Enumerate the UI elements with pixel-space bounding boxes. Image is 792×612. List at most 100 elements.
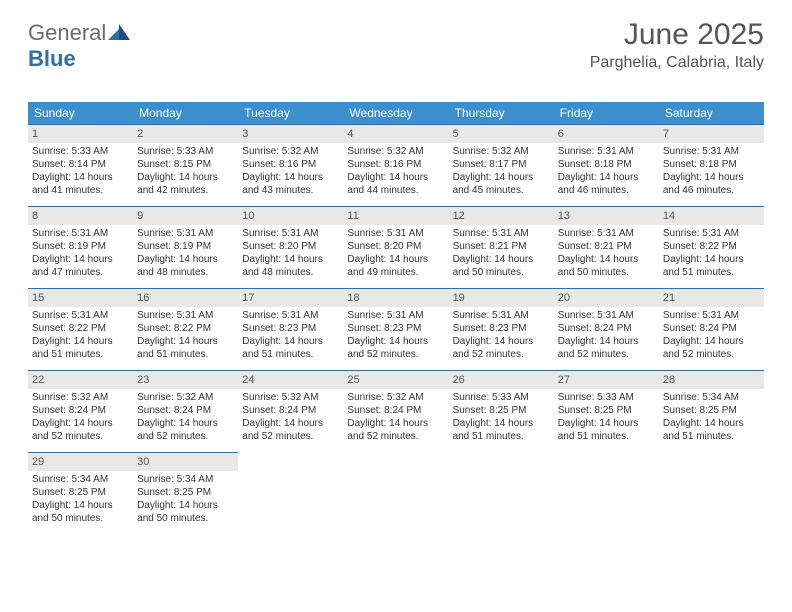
brand-word-2: Blue <box>28 46 76 71</box>
sunrise-text: Sunrise: 5:31 AM <box>137 227 234 240</box>
daylight-text: and 41 minutes. <box>32 184 129 197</box>
sunset-text: Sunset: 8:24 PM <box>137 404 234 417</box>
calendar-cell: 21Sunrise: 5:31 AMSunset: 8:24 PMDayligh… <box>659 289 764 371</box>
daylight-text: and 51 minutes. <box>558 430 655 443</box>
sunrise-text: Sunrise: 5:32 AM <box>32 391 129 404</box>
sunrise-text: Sunrise: 5:31 AM <box>32 309 129 322</box>
sunrise-text: Sunrise: 5:33 AM <box>558 391 655 404</box>
day-number: 9 <box>133 207 238 225</box>
daylight-text: and 52 minutes. <box>453 348 550 361</box>
month-title: June 2025 <box>590 18 764 52</box>
day-number: 3 <box>238 125 343 143</box>
day-number: 28 <box>659 371 764 389</box>
daylight-text: Daylight: 14 hours <box>32 417 129 430</box>
daylight-text: Daylight: 14 hours <box>663 335 760 348</box>
sunset-text: Sunset: 8:25 PM <box>32 486 129 499</box>
sunset-text: Sunset: 8:23 PM <box>453 322 550 335</box>
daylight-text: and 43 minutes. <box>242 184 339 197</box>
calendar-head: Sunday Monday Tuesday Wednesday Thursday… <box>28 102 764 125</box>
calendar-cell: 25Sunrise: 5:32 AMSunset: 8:24 PMDayligh… <box>343 371 448 453</box>
sunset-text: Sunset: 8:24 PM <box>558 322 655 335</box>
daylight-text: and 51 minutes. <box>663 430 760 443</box>
sunrise-text: Sunrise: 5:34 AM <box>32 473 129 486</box>
calendar-cell: 2Sunrise: 5:33 AMSunset: 8:15 PMDaylight… <box>133 125 238 207</box>
calendar-cell: 9Sunrise: 5:31 AMSunset: 8:19 PMDaylight… <box>133 207 238 289</box>
daylight-text: Daylight: 14 hours <box>663 417 760 430</box>
calendar-cell: 28 Sunrise: 5:34 AMSunset: 8:25 PMDayligh… <box>659 371 764 453</box>
daylight-text: Daylight: 14 hours <box>137 171 234 184</box>
daylight-text: Daylight: 14 hours <box>347 417 444 430</box>
sunset-text: Sunset: 8:22 PM <box>32 322 129 335</box>
daylight-text: Daylight: 14 hours <box>32 253 129 266</box>
sunrise-text: Sunrise: 5:34 AM <box>663 391 760 404</box>
sunset-text: Sunset: 8:25 PM <box>663 404 760 417</box>
calendar-cell: 17Sunrise: 5:31 AMSunset: 8:23 PMDayligh… <box>238 289 343 371</box>
sunset-text: Sunset: 8:17 PM <box>453 158 550 171</box>
calendar-cell: 5Sunrise: 5:32 AMSunset: 8:17 PMDaylight… <box>449 125 554 207</box>
sunset-text: Sunset: 8:24 PM <box>32 404 129 417</box>
calendar-cell: 11Sunrise: 5:31 AMSunset: 8:20 PMDayligh… <box>343 207 448 289</box>
calendar-cell: 18Sunrise: 5:31 AMSunset: 8:23 PMDayligh… <box>343 289 448 371</box>
sunset-text: Sunset: 8:20 PM <box>347 240 444 253</box>
calendar-cell: 30Sunrise: 5:34 AMSunset: 8:25 PMDayligh… <box>133 453 238 535</box>
day-number: 7 <box>659 125 764 143</box>
day-number: 5 <box>449 125 554 143</box>
daylight-text: Daylight: 14 hours <box>347 171 444 184</box>
daylight-text: Daylight: 14 hours <box>347 335 444 348</box>
daylight-text: Daylight: 14 hours <box>137 253 234 266</box>
sunrise-text: Sunrise: 5:31 AM <box>663 309 760 322</box>
calendar-cell: 1Sunrise: 5:33 AMSunset: 8:14 PMDaylight… <box>28 125 133 207</box>
daylight-text: and 51 minutes. <box>137 348 234 361</box>
daylight-text: and 50 minutes. <box>137 512 234 525</box>
sunset-text: Sunset: 8:16 PM <box>347 158 444 171</box>
daylight-text: Daylight: 14 hours <box>242 335 339 348</box>
calendar-cell: 24Sunrise: 5:32 AMSunset: 8:24 PMDayligh… <box>238 371 343 453</box>
sunset-text: Sunset: 8:22 PM <box>663 240 760 253</box>
sunrise-text: Sunrise: 5:32 AM <box>242 145 339 158</box>
calendar-cell: 15Sunrise: 5:31 AMSunset: 8:22 PMDayligh… <box>28 289 133 371</box>
daylight-text: and 50 minutes. <box>558 266 655 279</box>
daylight-text: and 51 minutes. <box>242 348 339 361</box>
sunrise-text: Sunrise: 5:33 AM <box>453 391 550 404</box>
sunset-text: Sunset: 8:19 PM <box>32 240 129 253</box>
brand-word-1: General <box>28 20 106 45</box>
col-wednesday: Wednesday <box>343 102 448 125</box>
daylight-text: Daylight: 14 hours <box>137 335 234 348</box>
daylight-text: and 50 minutes. <box>453 266 550 279</box>
calendar-row: 29Sunrise: 5:34 AMSunset: 8:25 PMDayligh… <box>28 453 764 535</box>
day-number: 19 <box>449 289 554 307</box>
day-number: 13 <box>554 207 659 225</box>
daylight-text: Daylight: 14 hours <box>453 417 550 430</box>
calendar-cell: 8Sunrise: 5:31 AMSunset: 8:19 PMDaylight… <box>28 207 133 289</box>
daylight-text: Daylight: 14 hours <box>32 335 129 348</box>
sunset-text: Sunset: 8:18 PM <box>558 158 655 171</box>
sunrise-text: Sunrise: 5:31 AM <box>453 309 550 322</box>
daylight-text: Daylight: 14 hours <box>663 253 760 266</box>
sunrise-text: Sunrise: 5:32 AM <box>347 391 444 404</box>
daylight-text: Daylight: 14 hours <box>32 171 129 184</box>
sunrise-text: Sunrise: 5:31 AM <box>242 227 339 240</box>
daylight-text: and 51 minutes. <box>32 348 129 361</box>
day-number: 2 <box>133 125 238 143</box>
sunrise-text: Sunrise: 5:31 AM <box>32 227 129 240</box>
sunset-text: Sunset: 8:24 PM <box>242 404 339 417</box>
daylight-text: and 45 minutes. <box>453 184 550 197</box>
daylight-text: Daylight: 14 hours <box>242 171 339 184</box>
day-number: 27 <box>554 371 659 389</box>
calendar-cell: 12Sunrise: 5:31 AMSunset: 8:21 PMDayligh… <box>449 207 554 289</box>
day-number: 10 <box>238 207 343 225</box>
sunset-text: Sunset: 8:16 PM <box>242 158 339 171</box>
sunrise-text: Sunrise: 5:32 AM <box>347 145 444 158</box>
calendar-cell: 29Sunrise: 5:34 AMSunset: 8:25 PMDayligh… <box>28 453 133 535</box>
calendar-cell <box>554 453 659 535</box>
daylight-text: Daylight: 14 hours <box>242 253 339 266</box>
sunrise-text: Sunrise: 5:34 AM <box>137 473 234 486</box>
day-number: 16 <box>133 289 238 307</box>
daylight-text: Daylight: 14 hours <box>137 417 234 430</box>
daylight-text: Daylight: 14 hours <box>347 253 444 266</box>
calendar-row: 15Sunrise: 5:31 AMSunset: 8:22 PMDayligh… <box>28 289 764 371</box>
calendar-cell: 13Sunrise: 5:31 AMSunset: 8:21 PMDayligh… <box>554 207 659 289</box>
daylight-text: Daylight: 14 hours <box>558 171 655 184</box>
day-number: 26 <box>449 371 554 389</box>
daylight-text: and 52 minutes. <box>663 348 760 361</box>
